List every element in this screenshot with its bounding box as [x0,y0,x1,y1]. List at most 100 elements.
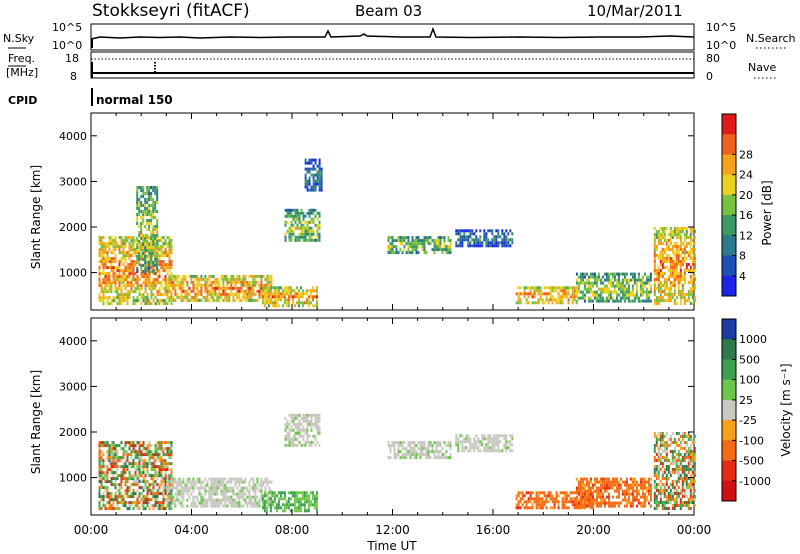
range-cell [224,495,227,499]
range-cell [112,269,115,273]
range-cell [202,495,205,499]
range-cell [299,506,302,510]
range-cell [391,242,394,246]
range-cell [264,480,267,484]
range-cell [196,280,199,284]
range-cell [485,437,488,441]
range-cell [641,504,644,508]
range-cell [427,450,430,454]
range-cell [535,289,538,293]
range-cell [136,249,139,252]
range-cell [102,474,105,478]
range-cell [148,444,151,448]
range-cell [627,284,630,288]
range-cell [132,275,135,279]
range-cell [164,441,167,445]
range-cell [691,462,694,465]
range-cell [271,295,274,299]
range-cell [657,456,660,459]
range-cell [138,474,141,478]
range-cell [691,227,694,230]
range-cell [663,501,666,504]
range-cell [204,289,207,293]
range-cell [150,261,153,264]
range-cell [142,444,145,448]
range-cell [156,302,159,306]
range-cell [168,245,171,249]
range-cell [170,441,173,445]
range-cell [499,449,502,453]
range-cell [310,185,313,189]
range-cell [481,440,484,444]
range-cell [419,453,422,457]
range-cell [273,286,276,290]
range-cell [693,287,696,290]
range-cell [279,494,282,498]
range-cell [126,453,129,457]
range-cell [132,462,135,466]
range-cell [156,246,159,249]
range-cell [643,483,646,487]
range-cell [168,239,171,243]
range-cell [615,480,618,484]
range-cell [631,501,634,505]
range-cell [146,450,149,454]
range-cell [150,237,153,240]
range-cell [302,416,305,420]
range-cell [397,453,400,457]
range-cell [591,284,594,288]
range-cell [114,260,117,264]
range-cell [619,501,622,505]
range-cell [170,492,173,496]
range-cell [190,298,193,302]
range-cell [533,292,536,296]
range-cell [679,299,682,302]
range-cell [579,503,582,507]
range-cell [310,416,313,420]
range-cell [142,462,145,466]
range-cell [449,242,452,246]
range-cell [693,299,696,302]
range-cell [647,501,650,505]
range-cell [527,506,530,510]
range-cell [313,289,316,293]
range-cell [605,272,608,276]
range-cell [665,293,668,296]
range-cell [687,296,690,299]
range-cell [265,506,268,510]
range-cell [132,236,135,240]
range-cell [663,486,666,489]
range-cell [104,257,107,261]
range-cell [419,447,422,451]
range-cell [108,444,111,448]
range-cell [583,281,586,285]
range-cell [154,462,157,466]
range-cell [160,480,163,484]
range-cell [681,435,684,438]
range-cell [106,459,109,463]
range-cell [639,293,642,297]
range-cell [254,504,257,508]
range-cell [198,292,201,296]
range-cell [312,211,315,215]
range-cell [268,480,271,484]
range-cell [425,453,428,457]
range-cell [116,453,119,457]
range-cell [164,242,167,246]
range-cell [653,290,656,293]
range-cell [639,281,642,285]
range-cell [581,483,584,487]
range-cell [184,295,187,299]
range-cell [136,278,139,282]
range-cell [152,225,155,228]
range-cell [473,443,476,447]
range-cell [150,483,153,487]
range-cell [567,286,570,290]
range-cell [318,425,321,429]
range-cell [144,249,147,252]
range-cell [218,280,221,284]
range-cell [607,495,610,499]
range-cell [641,293,644,297]
range-cell [657,287,660,290]
range-cell [655,248,658,251]
